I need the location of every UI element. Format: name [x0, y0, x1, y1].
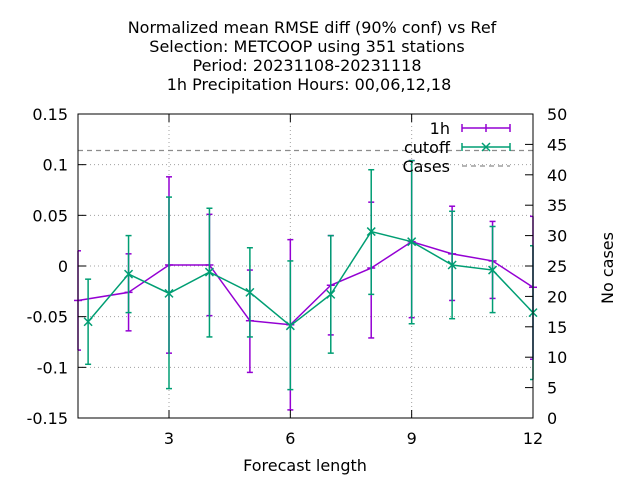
data-point-cross	[285, 321, 295, 331]
y2-tick-label: 45	[547, 135, 567, 154]
y-tick-label: 0.15	[32, 105, 68, 124]
chart-title-line-1: Normalized mean RMSE diff (90% conf) vs …	[128, 18, 497, 37]
legend-label-cases: Cases	[403, 157, 451, 176]
chart-title-line-2: Selection: METCOOP using 351 stations	[149, 37, 464, 56]
data-point-cross	[447, 260, 457, 270]
data-point-cross	[124, 269, 134, 279]
data-point-cross	[245, 287, 255, 297]
axis-ticks: 3 6 9 12 -0.15 -0.1 -0.05 0 0.05 0.1 0.15 0 5 10 15 20 2…	[27, 105, 568, 448]
data-point-cross	[407, 237, 417, 247]
y2-tick-label: 5	[547, 379, 557, 398]
x-tick-label: 9	[407, 429, 417, 448]
y-tick-label: 0	[58, 257, 68, 276]
series-cutoff	[83, 159, 538, 391]
y2-axis-label: No cases	[598, 232, 617, 304]
x-tick-label: 6	[285, 429, 295, 448]
y2-tick-label: 20	[547, 287, 567, 306]
y2-tick-label: 25	[547, 257, 567, 276]
y2-tick-label: 35	[547, 196, 567, 215]
legend-label-cutoff: cutoff	[404, 138, 451, 157]
y2-tick-label: 30	[547, 227, 567, 246]
chart-title-block: Normalized mean RMSE diff (90% conf) vs …	[128, 18, 497, 94]
y2-tick-label: 15	[547, 318, 567, 337]
y2-tick-label: 50	[547, 105, 567, 124]
y-tick-label: -0.15	[27, 409, 68, 428]
x-tick-label: 3	[164, 429, 174, 448]
legend-label-1h: 1h	[430, 119, 450, 138]
x-axis-label: Forecast length	[243, 456, 367, 475]
chart-title-line-4: 1h Precipitation Hours: 00,06,12,18	[167, 75, 452, 94]
data-point-cross	[488, 265, 498, 275]
series-line-cutoff	[87, 230, 534, 327]
y-tick-label: 0.1	[43, 156, 68, 175]
data-point-cross	[83, 317, 93, 327]
series-line-1h	[77, 240, 534, 326]
chart-title-line-3: Period: 20231108-20231118	[192, 56, 421, 75]
x-tick-label: 12	[523, 429, 543, 448]
data-point-cross	[366, 227, 376, 237]
y-tick-label: 0.05	[32, 206, 68, 225]
legend-marker-cross	[481, 142, 491, 152]
data-point-cross	[204, 267, 214, 277]
y-tick-label: -0.1	[37, 358, 68, 377]
y-tick-label: -0.05	[27, 308, 68, 327]
y2-tick-label: 0	[547, 409, 557, 428]
series-1h	[74, 159, 537, 411]
data-point-cross	[326, 289, 336, 299]
series-layer	[74, 149, 538, 411]
y2-tick-label: 40	[547, 166, 567, 185]
y2-tick-label: 10	[547, 348, 567, 367]
data-point-cross	[164, 288, 174, 298]
